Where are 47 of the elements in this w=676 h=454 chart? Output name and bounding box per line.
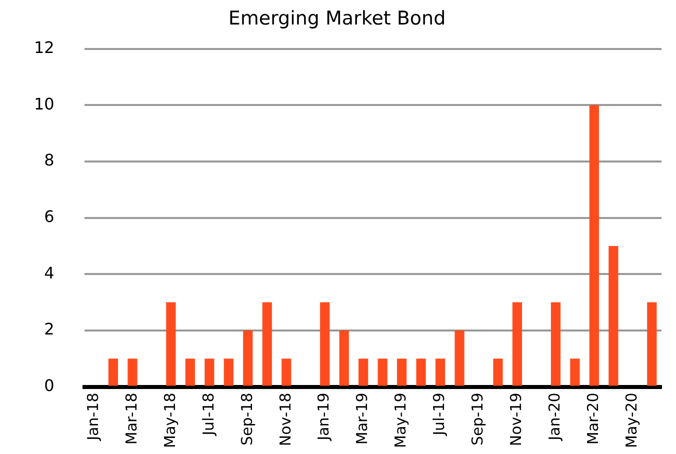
x-tick-label: Jan-20 xyxy=(546,392,564,442)
chart-title: Emerging Market Bond xyxy=(228,7,446,30)
bar xyxy=(243,330,253,386)
x-tick-label: Sep-19 xyxy=(468,392,487,446)
bar xyxy=(204,358,214,386)
x-tick-label: Nov-19 xyxy=(507,392,526,446)
bar xyxy=(608,246,618,386)
y-tick-label: 12 xyxy=(34,38,54,57)
bar xyxy=(512,302,522,386)
x-tick-label: Jul-18 xyxy=(199,392,218,436)
y-tick-label: 2 xyxy=(44,320,54,339)
bar xyxy=(282,358,292,386)
x-tick-label: May-19 xyxy=(392,392,410,448)
y-tick-label: 0 xyxy=(44,376,54,395)
x-tick-label: Mar-19 xyxy=(353,392,372,445)
bar xyxy=(396,358,407,386)
x-tick-label: May-20 xyxy=(622,392,641,448)
bar xyxy=(224,358,234,386)
bar xyxy=(339,330,349,386)
y-tick-label: 6 xyxy=(44,206,54,226)
bar xyxy=(454,330,464,386)
y-tick-label: 4 xyxy=(44,263,54,282)
bar xyxy=(262,302,272,386)
y-tick-label: 8 xyxy=(44,150,54,170)
x-tick-label: Jul-19 xyxy=(430,392,448,436)
bar xyxy=(108,358,118,386)
bar xyxy=(416,358,426,386)
x-tick-label: Jan-19 xyxy=(314,392,333,442)
bar xyxy=(320,302,330,386)
bar xyxy=(570,358,580,386)
bar xyxy=(358,358,368,386)
bar xyxy=(128,358,138,386)
bar xyxy=(185,358,195,386)
bar xyxy=(589,105,599,386)
x-tick-label: Nov-18 xyxy=(276,392,294,446)
bar xyxy=(550,302,561,386)
x-tick-label: May-18 xyxy=(160,392,179,448)
bar xyxy=(378,358,388,386)
x-tick-label: Mar-20 xyxy=(584,392,602,445)
bar xyxy=(647,302,657,386)
bar xyxy=(435,358,446,386)
x-tick-label: Sep-18 xyxy=(238,392,256,446)
bar xyxy=(493,358,503,386)
x-tick-label: Jan-18 xyxy=(84,392,102,442)
y-tick-label: 10 xyxy=(34,94,54,114)
bar xyxy=(166,302,176,386)
x-tick-label: Mar-18 xyxy=(122,392,140,445)
